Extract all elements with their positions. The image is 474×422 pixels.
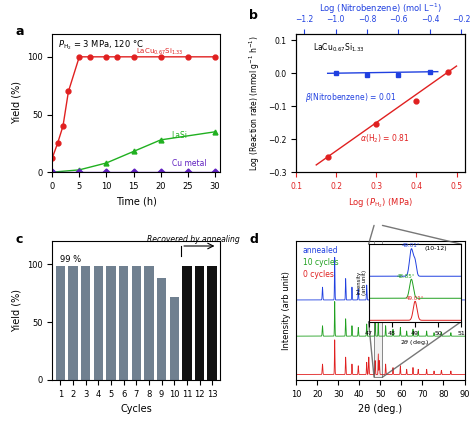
Cu metal [104, 170, 109, 175]
Text: annealed: annealed [303, 246, 338, 254]
LaCu$_{0.67}$Si$_{1.33}$ [131, 54, 137, 60]
Bar [119, 265, 128, 380]
Text: a: a [15, 25, 24, 38]
Y-axis label: Yield (%): Yield (%) [11, 289, 21, 332]
LaCu$_{0.67}$Si$_{1.33}$ [212, 54, 218, 60]
Line: LaSi: LaSi [50, 130, 218, 175]
Bar [208, 265, 217, 380]
Bar [144, 265, 154, 380]
X-axis label: 2θ (deg.): 2θ (deg.) [358, 404, 402, 414]
LaCu$_{0.67}$Si$_{1.33}$ [87, 54, 93, 60]
Text: $\alpha$(H$_2$) = 0.81: $\alpha$(H$_2$) = 0.81 [360, 133, 410, 145]
Line: LaCu$_{0.67}$Si$_{1.33}$: LaCu$_{0.67}$Si$_{1.33}$ [50, 54, 218, 161]
LaCu$_{0.67}$Si$_{1.33}$ [60, 124, 66, 129]
Text: 99 %: 99 % [60, 255, 82, 264]
LaCu$_{0.67}$Si$_{1.33}$ [158, 54, 164, 60]
Bar [195, 265, 204, 380]
LaSi [158, 137, 164, 142]
Text: b: b [249, 9, 258, 22]
Cu metal [76, 170, 82, 175]
Bar [132, 265, 141, 380]
Bar [182, 265, 191, 380]
Bar [68, 265, 78, 380]
Text: c: c [15, 233, 22, 246]
Text: 10 cycles: 10 cycles [303, 258, 338, 267]
Y-axis label: Yield (%): Yield (%) [11, 81, 21, 124]
Bar [55, 265, 65, 380]
Bar [81, 265, 91, 380]
LaCu$_{0.67}$Si$_{1.33}$ [104, 54, 109, 60]
X-axis label: Log ($P_{\mathrm{H_2}}$) (MPa): Log ($P_{\mathrm{H_2}}$) (MPa) [348, 197, 413, 210]
LaCu$_{0.67}$Si$_{1.33}$ [76, 54, 82, 60]
Bar [157, 278, 166, 380]
X-axis label: Cycles: Cycles [120, 404, 152, 414]
LaSi [212, 129, 218, 134]
Text: $\beta$(Nitrobenzene) = 0.01: $\beta$(Nitrobenzene) = 0.01 [305, 91, 396, 104]
Cu metal [158, 170, 164, 175]
X-axis label: Time (h): Time (h) [116, 197, 157, 206]
LaCu$_{0.67}$Si$_{1.33}$ [114, 54, 120, 60]
LaSi [49, 170, 55, 175]
LaSi [131, 149, 137, 154]
Bar [374, 225, 383, 377]
LaSi [104, 160, 109, 165]
LaCu$_{0.67}$Si$_{1.33}$ [65, 89, 71, 94]
LaCu$_{0.67}$Si$_{1.33}$ [55, 141, 60, 146]
LaCu$_{0.67}$Si$_{1.33}$ [185, 54, 191, 60]
LaCu$_{0.67}$Si$_{1.33}$ [49, 156, 55, 161]
Text: d: d [249, 233, 258, 246]
X-axis label: Log (Nitrobenzene) (mol L$^{-1}$): Log (Nitrobenzene) (mol L$^{-1}$) [319, 2, 442, 16]
Cu metal [131, 170, 137, 175]
Bar [93, 265, 103, 380]
Bar [106, 265, 116, 380]
Bar [374, 271, 383, 377]
Cu metal [212, 170, 218, 175]
Text: LaSi: LaSi [172, 130, 188, 140]
Text: LaCu$_{0.67}$Si$_{1.33}$: LaCu$_{0.67}$Si$_{1.33}$ [313, 41, 365, 54]
Y-axis label: Log (Reaction rate) (mmol g$^{-1}$ h$^{-1}$): Log (Reaction rate) (mmol g$^{-1}$ h$^{-… [248, 35, 263, 171]
Bar [170, 297, 179, 380]
Text: LaCu$_{0.67}$Si$_{1.33}$: LaCu$_{0.67}$Si$_{1.33}$ [137, 46, 184, 57]
Text: Recovered by annealing: Recovered by annealing [147, 235, 240, 244]
Cu metal [185, 170, 191, 175]
Text: Cu metal: Cu metal [172, 160, 206, 168]
Text: 0 cycles: 0 cycles [303, 271, 334, 279]
LaSi [76, 168, 82, 173]
Text: $P_{\mathrm{H_2}}$ = 3 MPa, 120 °C: $P_{\mathrm{H_2}}$ = 3 MPa, 120 °C [57, 38, 144, 52]
Line: Cu metal: Cu metal [50, 170, 218, 175]
Y-axis label: Intensity (arb unit): Intensity (arb unit) [282, 271, 291, 350]
Cu metal [49, 170, 55, 175]
